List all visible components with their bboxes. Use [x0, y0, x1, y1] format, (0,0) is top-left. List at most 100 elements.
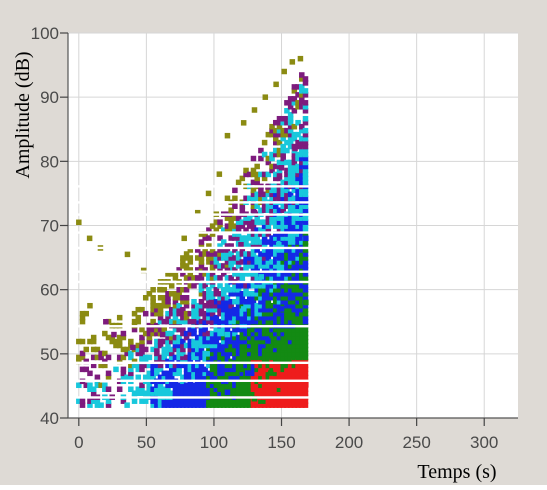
- data-point: [269, 287, 275, 293]
- data-point: [116, 338, 123, 345]
- data-point: [273, 215, 279, 221]
- data-point: [250, 239, 257, 245]
- data-point: [284, 358, 290, 365]
- data-point: [111, 331, 117, 338]
- data-point: [273, 366, 279, 373]
- data-point: [191, 298, 197, 305]
- data-point: [209, 251, 216, 257]
- data-point: [273, 131, 279, 138]
- data-point: [276, 115, 283, 122]
- data-point: [299, 354, 305, 361]
- data-point: [194, 362, 201, 369]
- data-point: [213, 390, 220, 396]
- data-point: [273, 235, 279, 241]
- data-point: [243, 310, 249, 317]
- data-point: [198, 374, 205, 381]
- data-point: [172, 382, 179, 389]
- data-point: [261, 354, 268, 361]
- data-point: [228, 251, 234, 257]
- data-point: [120, 374, 127, 381]
- data-point: [176, 354, 182, 361]
- data-point: [235, 390, 242, 396]
- data-point: [258, 155, 264, 162]
- data-point: [191, 390, 197, 396]
- data-point: [284, 306, 290, 313]
- data-point: [291, 295, 298, 301]
- data-point: [280, 298, 286, 305]
- data-point: [202, 330, 208, 337]
- data-point: [150, 330, 156, 337]
- data-point: [135, 306, 142, 313]
- data-point: [287, 402, 294, 408]
- data-point: [220, 370, 227, 377]
- data-point: [217, 374, 223, 381]
- data-point: [287, 386, 294, 393]
- data-point: [183, 287, 190, 293]
- data-point: [239, 302, 246, 309]
- data-point: [150, 366, 156, 373]
- data-point: [291, 342, 298, 349]
- data-point: [83, 358, 89, 365]
- data-point: [295, 219, 301, 225]
- data-point: [157, 295, 164, 301]
- data-point: [239, 382, 246, 389]
- data-point: [299, 398, 305, 404]
- data-point: [161, 298, 168, 305]
- data-point: [235, 259, 242, 265]
- data-point: [224, 227, 231, 233]
- data-point: [172, 295, 179, 301]
- data-point: [276, 287, 283, 293]
- data-point: [161, 287, 168, 293]
- data-point: [150, 370, 156, 377]
- data-point: [280, 398, 286, 404]
- data-point: [124, 402, 130, 408]
- data-point: [243, 350, 249, 357]
- data-point: [146, 362, 153, 369]
- data-point: [194, 366, 201, 373]
- x-tick-label: 250: [402, 433, 430, 452]
- data-point: [273, 283, 279, 289]
- data-point: [239, 346, 246, 353]
- data-point: [295, 251, 301, 257]
- data-point: [187, 338, 194, 345]
- data-point: [150, 295, 156, 301]
- data-point: [280, 287, 286, 293]
- data-point: [154, 398, 160, 404]
- data-point: [261, 366, 268, 373]
- data-point: [157, 302, 164, 309]
- data-point: [284, 298, 290, 305]
- data-point: [83, 346, 89, 353]
- data-point: [194, 275, 201, 281]
- data-point: [287, 358, 294, 365]
- data-point: [276, 342, 283, 349]
- data-point: [224, 374, 231, 381]
- data-point: [224, 318, 231, 325]
- data-point: [235, 342, 242, 349]
- data-point: [287, 255, 294, 261]
- data-point: [291, 366, 298, 373]
- data-point: [284, 175, 290, 182]
- data-point: [194, 398, 201, 404]
- data-point: [250, 370, 257, 377]
- data-point: [209, 370, 216, 377]
- data-point: [302, 259, 309, 265]
- data-point: [202, 314, 208, 321]
- data-point: [284, 239, 290, 245]
- data-point: [273, 350, 279, 357]
- data-point: [228, 259, 234, 265]
- data-point: [217, 247, 223, 253]
- data-point: [261, 287, 268, 293]
- data-point: [291, 251, 298, 257]
- data-point: [284, 131, 290, 138]
- data-point: [265, 287, 272, 293]
- data-point: [254, 259, 260, 265]
- data-point: [250, 386, 257, 393]
- data-point: [302, 147, 309, 154]
- data-point: [273, 291, 279, 297]
- data-point: [276, 223, 283, 229]
- data-point: [273, 398, 279, 404]
- data-point: [213, 291, 220, 297]
- data-point: [299, 255, 305, 261]
- y-tick-label: 90: [40, 88, 59, 107]
- data-point: [273, 271, 279, 277]
